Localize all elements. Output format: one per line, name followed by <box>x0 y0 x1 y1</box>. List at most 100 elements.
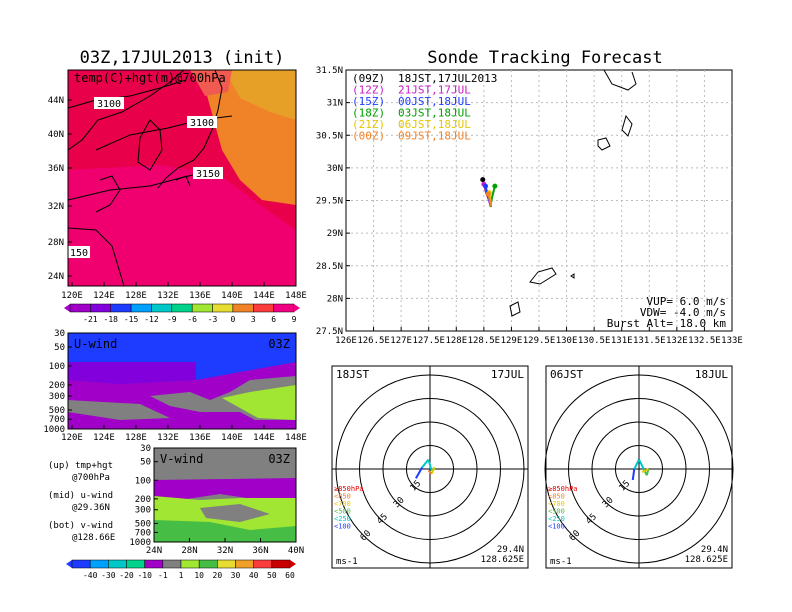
temp-colorbar-label: 3 <box>251 315 256 324</box>
hodograph-segment <box>430 466 436 475</box>
u-wind-lon-label: 132E <box>157 433 179 443</box>
u-wind-p-label: 30 <box>54 329 65 339</box>
vdw-text: VDW= -4.0 m/s <box>640 306 726 319</box>
hodograph-time: 06JST <box>550 368 583 381</box>
temp-colorbar-swatch <box>171 303 193 313</box>
island-north <box>603 69 637 91</box>
temp-lat-label: 28N <box>48 238 64 248</box>
temp-colorbar-label: -3 <box>208 315 218 324</box>
hodograph-level-label: <700 <box>334 500 351 508</box>
wind-colorbar-swatch <box>271 559 291 569</box>
wind-colorbar-swatch <box>180 559 200 569</box>
wind-colorbar-swatch <box>217 559 236 569</box>
hodograph-lon: 128.625E <box>685 555 728 565</box>
track-lat-label: 29N <box>327 229 343 239</box>
temp-colorbar-label: 9 <box>292 315 297 324</box>
wind-colorbar-swatch <box>198 559 218 569</box>
track-lon-label: 126E <box>335 336 357 346</box>
temp-colorbar-arrow-left <box>64 304 70 312</box>
temp-lat-label: 24N <box>48 272 64 282</box>
wind-colorbar-label: 60 <box>285 571 295 580</box>
hodograph-segment <box>415 466 424 479</box>
sonde-burst-point <box>492 183 498 189</box>
wind-colorbar-label: 30 <box>231 571 241 580</box>
temp-lon-label: 144E <box>253 291 275 301</box>
track-lon-label: 130.5E <box>578 336 611 346</box>
contour-3150 <box>67 171 207 201</box>
wind-colorbar-label: -10 <box>137 571 152 580</box>
temp-colorbar-swatch <box>191 303 213 313</box>
wind-colorbar-label: 10 <box>194 571 204 580</box>
wind-colorbar-swatch <box>144 559 164 569</box>
wind-colorbar-label: 1 <box>179 571 184 580</box>
track-lon-label: 133E <box>721 336 743 346</box>
temp-lon-label: 148E <box>285 291 307 301</box>
wind-colorbar-arrow-left <box>66 560 72 568</box>
contour-label-3: 3150 <box>196 169 220 180</box>
track-lon-label: 127E <box>390 336 412 346</box>
wind-colorbar-swatch <box>89 559 109 569</box>
left-title: 03Z,17JUL2013 (init) <box>80 48 285 68</box>
v-wind-p-label: 300 <box>135 506 151 516</box>
v-wind-time: 03Z <box>268 452 290 466</box>
track-lon-label: 132.5E <box>688 336 721 346</box>
track-map: 31.5N 31N 30.5N 30N 29.5N 29N 28.5N 28N 27.5N 12… <box>316 66 743 346</box>
v-wind-p-label: 200 <box>135 495 151 505</box>
u-wind-p-label: 200 <box>49 381 65 391</box>
temp-colorbar-label: -6 <box>187 315 197 324</box>
u-wind-p-label: 500 <box>49 406 65 416</box>
v-wind-p-label: 30 <box>140 444 151 454</box>
hodograph-segment <box>638 459 645 470</box>
hodograph-level-label: ≥850hPa <box>334 485 364 493</box>
temp-lat-label: 44N <box>48 96 64 106</box>
u-wind-time: 03Z <box>268 337 290 351</box>
temp-colorbar-label: -9 <box>167 315 177 324</box>
temp-colorbar-label: 0 <box>230 315 235 324</box>
temp-colorbar-label: -12 <box>144 315 159 324</box>
temp-colorbar: -21 -18 -15 -12 -9 -6 -3 0 3 6 9 <box>64 303 300 324</box>
track-lat-label: 30N <box>327 164 343 174</box>
sonde-burst-point <box>480 177 486 183</box>
contour-label-1: 3100 <box>97 99 121 110</box>
temp-neutral-northeast <box>225 70 296 120</box>
track-lat-label: 28N <box>327 294 343 304</box>
temp-colorbar-swatch <box>110 303 132 313</box>
island-tiny <box>570 273 575 279</box>
hodograph-level-label: <500 <box>548 508 565 516</box>
wind-colorbar-swatch <box>108 559 127 569</box>
hodograph-time: 18JST <box>336 368 369 381</box>
wind-colorbar-label: -20 <box>119 571 134 580</box>
wind-colorbar-swatch <box>162 559 182 569</box>
hodograph-date: 18JUL <box>695 368 728 381</box>
u-wind-p-label: 100 <box>49 362 65 372</box>
legend-code: (15Z) <box>352 95 385 108</box>
hodograph-segment <box>427 469 433 475</box>
wind-colorbar-swatch <box>126 559 145 569</box>
hodograph-lat: 29.4N <box>701 545 728 555</box>
legend-time: 18JST,17JUL2013 <box>398 72 497 85</box>
hodograph-segment <box>631 468 636 481</box>
v-wind-label: V-wind <box>160 452 203 466</box>
track-lon-label: 126.5E <box>357 336 390 346</box>
hodograph-level-label: <850 <box>548 493 565 501</box>
wind-colorbar-label: 50 <box>267 571 277 580</box>
hodograph-segment <box>421 458 430 469</box>
v-wind-lat-label: 32N <box>217 546 233 556</box>
island-amami <box>529 267 557 285</box>
temp-colorbar-label: 6 <box>271 315 276 324</box>
contour-label-2: 3100 <box>190 118 214 129</box>
wind-colorbar-label: -40 <box>83 571 98 580</box>
track-lon-label: 127.5E <box>412 336 445 346</box>
track-lon-label: 129E <box>501 336 523 346</box>
v-wind-lat-label: 28N <box>181 546 197 556</box>
contour-label-4: 150 <box>70 248 88 259</box>
hodograph-segment <box>641 468 649 474</box>
v-wind-p-label: 500 <box>135 519 151 529</box>
note-bot-2: @128.66E <box>72 533 115 543</box>
wind-colorbar-swatch <box>235 559 254 569</box>
hodograph-level-label: <850 <box>334 493 351 501</box>
u-wind-lon-label: 124E <box>93 433 115 443</box>
u-wind-p-label: 50 <box>54 343 65 353</box>
